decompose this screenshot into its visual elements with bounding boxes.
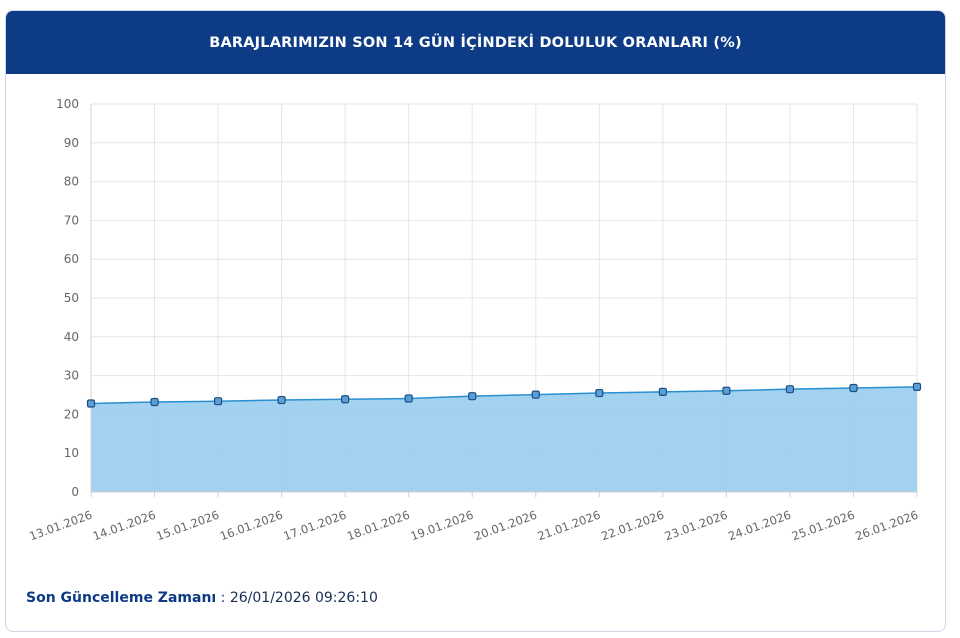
x-tick-label: 14.01.2026 xyxy=(91,508,158,544)
chart-title: BARAJLARIMIZIN SON 14 GÜN İÇİNDEKİ DOLUL… xyxy=(209,34,742,51)
data-point xyxy=(86,399,96,408)
y-tick-label: 90 xyxy=(64,136,79,150)
data-point xyxy=(658,387,667,396)
y-tick-label: 100 xyxy=(56,97,79,111)
card-header: BARAJLARIMIZIN SON 14 GÜN İÇİNDEKİ DOLUL… xyxy=(6,11,945,74)
data-point xyxy=(912,382,922,391)
y-tick-label: 80 xyxy=(64,175,79,189)
y-tick-label: 30 xyxy=(64,369,79,383)
data-point xyxy=(213,397,223,406)
y-tick-label: 50 xyxy=(64,291,79,305)
last-update-value: 26/01/2026 09:26:10 xyxy=(229,590,378,606)
x-tick-label: 20.01.2026 xyxy=(472,508,539,544)
series-line xyxy=(90,386,918,405)
y-tick-label: 70 xyxy=(64,213,79,227)
x-tick-label: 21.01.2026 xyxy=(536,508,603,544)
x-tick-label: 18.01.2026 xyxy=(345,508,412,544)
y-tick-label: 0 xyxy=(71,485,79,499)
x-tick-label: 24.01.2026 xyxy=(726,508,793,544)
x-tick-label: 19.01.2026 xyxy=(409,508,476,544)
data-point xyxy=(404,394,413,403)
dam-occupancy-chart: 0 10 20 30 40 50 60 70 80 90 100 13.01.202614.01.20… xyxy=(27,97,922,544)
data-point xyxy=(277,395,286,405)
x-tick-label: 25.01.2026 xyxy=(790,508,857,544)
y-tick-label: 40 xyxy=(64,330,79,344)
data-point xyxy=(531,390,540,399)
series-area xyxy=(91,386,917,492)
y-tick-label: 60 xyxy=(64,252,79,266)
data-point xyxy=(468,392,477,401)
x-tick-label: 13.01.2026 xyxy=(27,508,94,544)
x-tick-label: 15.01.2026 xyxy=(154,508,221,544)
data-point xyxy=(150,397,159,407)
x-tick-label: 26.01.2026 xyxy=(853,508,920,544)
last-update-label: Son Güncelleme Zamanı xyxy=(26,590,217,606)
y-tick-label: 10 xyxy=(64,446,79,460)
last-update: Son Güncelleme Zamanı : 26/01/2026 09:26… xyxy=(26,590,378,606)
y-tick-label: 20 xyxy=(64,407,79,421)
x-tick-label: 23.01.2026 xyxy=(663,508,730,544)
chart-card: BARAJLARIMIZIN SON 14 GÜN İÇİNDEKİ DOLUL… xyxy=(5,10,946,632)
data-point xyxy=(785,385,795,394)
x-tick-label: 17.01.2026 xyxy=(282,508,349,544)
last-update-separator: : xyxy=(216,590,230,606)
data-point xyxy=(341,395,350,404)
x-tick-label: 22.01.2026 xyxy=(599,508,666,544)
data-point xyxy=(849,383,858,393)
data-point xyxy=(595,388,604,398)
data-point xyxy=(722,386,731,395)
x-tick-label: 16.01.2026 xyxy=(218,508,285,544)
